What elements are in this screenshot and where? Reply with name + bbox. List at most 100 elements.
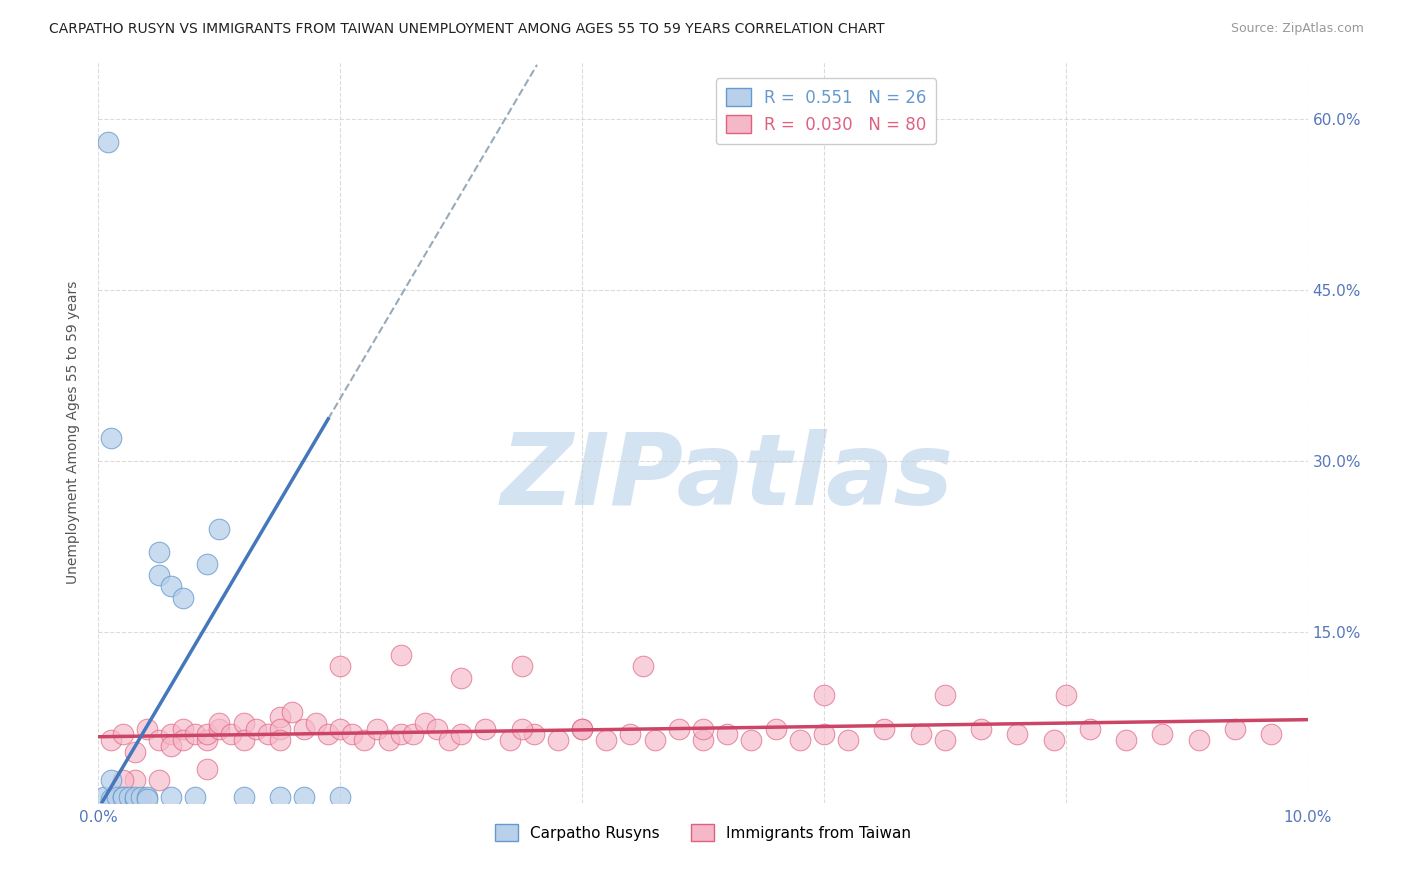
Point [135,790,157,805]
Point [124,792,146,806]
Point [1042,733,1064,747]
Point [934,733,956,747]
Point [873,722,896,736]
Point [100,431,122,445]
Point [148,568,170,582]
Point [631,659,654,673]
Point [269,722,291,736]
Point [510,659,533,673]
Legend: Carpatho Rusyns, Immigrants from Taiwan: Carpatho Rusyns, Immigrants from Taiwan [489,818,917,847]
Point [111,772,134,787]
Point [160,790,183,805]
Text: Source: ZipAtlas.com: Source: ZipAtlas.com [1230,22,1364,36]
Point [644,733,666,747]
Point [813,688,835,702]
Point [208,716,231,731]
Point [377,733,399,747]
Point [124,790,146,805]
Point [498,733,520,747]
Point [281,705,304,719]
Point [208,523,231,537]
Point [184,790,207,805]
Point [111,790,134,805]
Point [1260,727,1282,741]
Point [245,722,267,736]
Point [837,733,859,747]
Point [413,716,436,731]
Point [105,790,128,805]
Point [316,727,339,741]
Point [716,727,738,741]
Point [232,716,254,731]
Point [160,579,183,593]
Point [571,722,593,736]
Point [195,727,218,741]
Point [329,790,352,805]
Point [1188,733,1211,747]
Point [450,671,472,685]
Point [305,716,328,731]
Point [292,722,315,736]
Point [208,722,231,736]
Point [547,733,569,747]
Point [118,790,141,805]
Point [111,790,134,805]
Point [789,733,811,747]
Point [934,688,956,702]
Point [292,790,315,805]
Point [571,722,593,736]
Text: ZIPatlas: ZIPatlas [501,428,953,525]
Point [148,545,170,559]
Point [232,733,254,747]
Point [269,710,291,724]
Point [474,722,496,736]
Point [160,739,183,753]
Point [135,722,157,736]
Point [148,772,170,787]
Point [195,557,218,571]
Point [1223,722,1246,736]
Point [172,733,194,747]
Point [402,727,425,741]
Point [195,733,218,747]
Point [426,722,449,736]
Point [329,659,352,673]
Point [668,722,690,736]
Point [184,727,207,741]
Point [329,722,352,736]
Point [269,733,291,747]
Point [970,722,993,736]
Point [1115,733,1137,747]
Point [93,790,115,805]
Point [129,790,152,805]
Point [595,733,617,747]
Point [523,727,546,741]
Point [366,722,388,736]
Point [619,727,641,741]
Point [148,733,170,747]
Point [1078,722,1101,736]
Point [111,727,134,741]
Point [232,790,254,805]
Point [135,792,157,806]
Point [813,727,835,741]
Point [172,591,194,605]
Point [389,648,412,662]
Point [269,790,291,805]
Point [353,733,375,747]
Point [172,722,194,736]
Point [910,727,932,741]
Point [692,722,714,736]
Text: CARPATHO RUSYN VS IMMIGRANTS FROM TAIWAN UNEMPLOYMENT AMONG AGES 55 TO 59 YEARS : CARPATHO RUSYN VS IMMIGRANTS FROM TAIWAN… [49,22,884,37]
Point [437,733,460,747]
Point [124,772,146,787]
Point [195,762,218,776]
Point [97,135,120,149]
Point [256,727,278,741]
Point [1152,727,1174,741]
Point [100,792,122,806]
Point [510,722,533,736]
Point [1007,727,1029,741]
Point [100,733,122,747]
Point [100,772,122,787]
